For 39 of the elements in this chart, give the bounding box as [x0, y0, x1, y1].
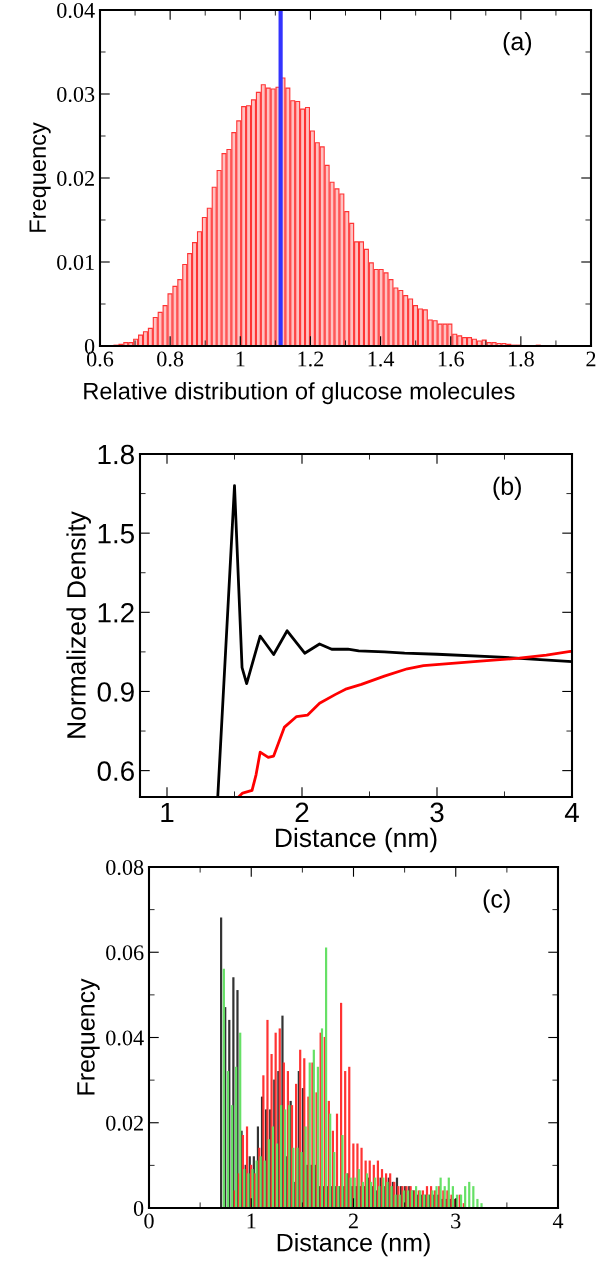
y-tick-label: 0.03 — [57, 86, 95, 103]
x-tick-label: 3 — [451, 1213, 461, 1229]
x-tick-label: 3 — [430, 802, 444, 823]
x-tick-label: 0.8 — [157, 351, 184, 367]
y-tick-label: 0.04 — [57, 2, 95, 19]
x-axis-title: Relative distribution of glucose molecules — [84, 382, 515, 405]
x-tick-label: 1.6 — [438, 351, 464, 367]
y-tick-label: 1.5 — [98, 524, 134, 544]
y-tick-label: 0.02 — [106, 1115, 143, 1131]
x-tick-label: 4 — [552, 1213, 564, 1229]
x-axis-title: Distance (nm) — [276, 827, 437, 853]
y-tick-label: 0.01 — [57, 254, 94, 271]
x-tick-label: 1 — [247, 1213, 256, 1229]
y-tick-label: 0.08 — [106, 859, 144, 876]
x-tick-label: 0 — [144, 1213, 154, 1229]
y-axis-title: Normalized Density — [66, 511, 91, 738]
y-axis-title: Frequency — [77, 978, 100, 1095]
y-tick-label: 0.6 — [97, 761, 134, 781]
y-tick-label: 0.06 — [106, 945, 144, 961]
y-tick-label: 0 — [133, 1200, 144, 1216]
x-tick-label: 4 — [564, 802, 579, 822]
y-axis-title: Frequency — [29, 122, 51, 232]
y-tick-label: 1.8 — [98, 444, 134, 465]
x-tick-label: 2 — [348, 1213, 358, 1229]
x-tick-label: 1.4 — [368, 351, 395, 367]
annotation: (c) — [483, 889, 510, 913]
x-tick-label: 1.2 — [298, 351, 324, 367]
y-tick-label: 0.9 — [97, 682, 134, 702]
x-tick-label: 1 — [161, 802, 174, 822]
y-tick-label: 1.2 — [98, 602, 134, 623]
y-tick-label: 0.02 — [57, 170, 94, 187]
x-tick-label: 2 — [586, 351, 596, 367]
x-tick-label: 2 — [295, 802, 309, 822]
annotation: (b) — [493, 476, 521, 500]
x-tick-label: 1 — [236, 351, 245, 367]
x-axis-title: Distance (nm) — [277, 1233, 430, 1257]
x-tick-label: 1.8 — [508, 351, 534, 367]
y-tick-label: 0.04 — [106, 1030, 144, 1046]
annotation: (a) — [503, 31, 532, 56]
